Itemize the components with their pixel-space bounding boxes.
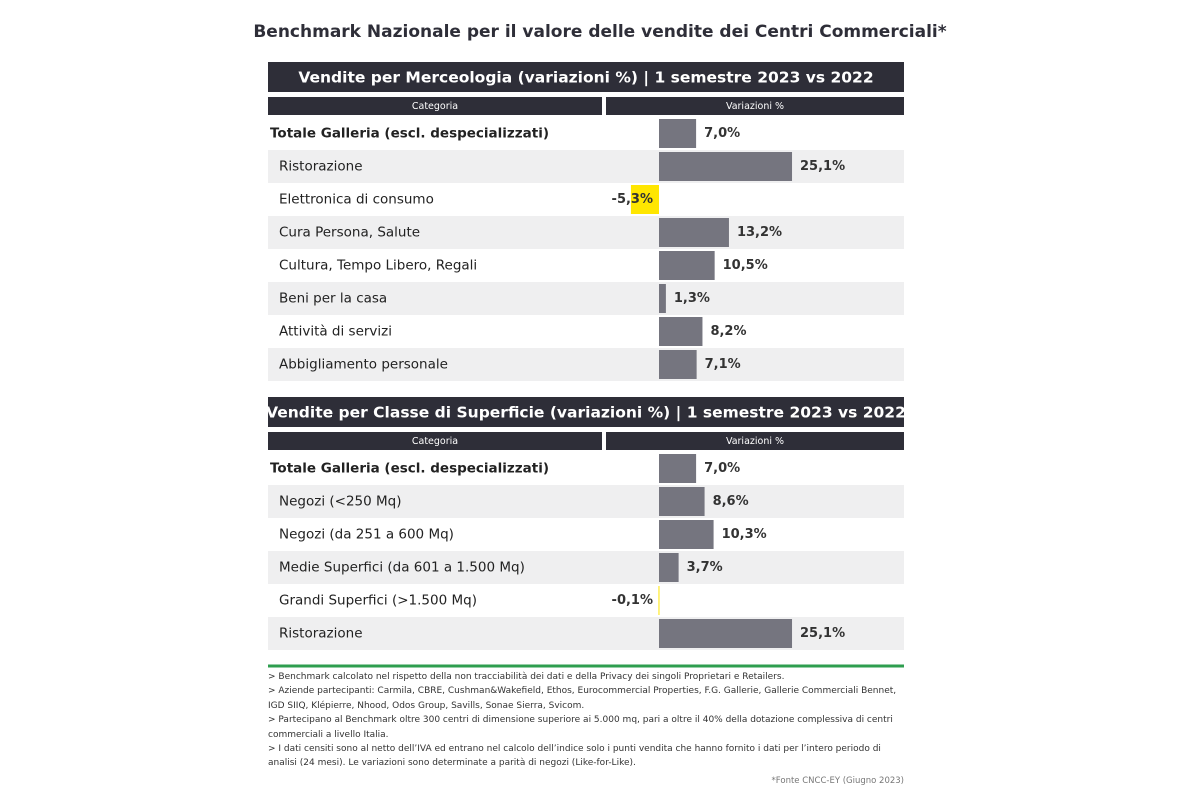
category-label: Totale Galleria (escl. despecializzati) (270, 461, 549, 477)
column-header (606, 432, 904, 450)
bar (630, 185, 659, 214)
note: > Benchmark calcolato nel rispetto della… (268, 672, 785, 682)
category-label: Totale Galleria (escl. despecializzati) (270, 126, 549, 142)
bar (659, 487, 705, 516)
row-background (268, 348, 904, 381)
bar (659, 553, 679, 582)
column-header (606, 97, 904, 115)
bar (659, 317, 703, 346)
bar (659, 152, 793, 181)
category-label: Abbigliamento personale (279, 357, 448, 373)
value-label: 10,3% (722, 527, 767, 542)
note: > Aziende partecipanti: Carmila, CBRE, C… (268, 686, 897, 711)
value-label: 1,3% (674, 291, 710, 306)
value-label: 25,1% (800, 159, 845, 174)
value-label: 7,0% (704, 126, 740, 141)
category-label: Negozi (da 251 a 600 Mq) (279, 527, 454, 543)
bar (659, 218, 729, 247)
category-label: Ristorazione (279, 159, 363, 175)
category-label: Cura Persona, Salute (279, 225, 420, 241)
value-label: 13,2% (737, 225, 782, 240)
bar (659, 520, 714, 549)
section-title: Vendite per Classe di Superficie (variaz… (266, 404, 906, 423)
category-label: Elettronica di consumo (279, 192, 434, 208)
value-label: -5,3% (612, 192, 653, 207)
note: > Partecipano al Benchmark oltre 300 cen… (268, 715, 893, 740)
bar (658, 586, 660, 615)
category-label: Negozi (<250 Mq) (279, 494, 401, 510)
category-label: Medie Superfici (da 601 a 1.500 Mq) (279, 560, 525, 576)
category-label: Attività di servizi (279, 324, 392, 340)
section-title: Vendite per Merceologia (variazioni %) |… (298, 69, 873, 88)
row-background (268, 282, 904, 315)
bar (659, 350, 697, 379)
value-label: 8,2% (710, 324, 746, 339)
category-label: Grandi Superfici (>1.500 Mq) (279, 593, 477, 609)
column-header (268, 97, 602, 115)
row-background (268, 617, 904, 650)
column-header-label: Categoria (412, 101, 458, 112)
category-label: Ristorazione (279, 626, 363, 642)
row-background (268, 485, 904, 518)
value-label: 7,1% (705, 357, 741, 372)
column-header-label: Variazioni % (726, 101, 784, 112)
note: > I dati censiti sono al netto dell’IVA … (268, 744, 881, 769)
value-label: 8,6% (713, 494, 749, 509)
value-label: 7,0% (704, 461, 740, 476)
bar (659, 284, 666, 313)
bar (659, 454, 697, 483)
value-label: -0,1% (612, 593, 653, 608)
row-background (268, 150, 904, 183)
bar (659, 619, 793, 648)
row-background (268, 216, 904, 249)
page-title: Benchmark Nazionale per il valore delle … (253, 22, 946, 42)
source: *Fonte CNCC-EY (Giugno 2023) (771, 776, 904, 786)
section-header (268, 397, 904, 427)
row-background (268, 551, 904, 584)
column-header-label: Categoria (412, 436, 458, 447)
category-label: Cultura, Tempo Libero, Regali (279, 258, 477, 274)
column-header (268, 432, 602, 450)
value-label: 25,1% (800, 626, 845, 641)
section-header (268, 62, 904, 92)
bar (659, 119, 697, 148)
bar (659, 251, 715, 280)
notes: > Benchmark calcolato nel rispetto della… (268, 670, 908, 771)
value-label: 10,5% (723, 258, 768, 273)
category-label: Beni per la casa (279, 291, 387, 307)
value-label: 3,7% (687, 560, 723, 575)
column-header-label: Variazioni % (726, 436, 784, 447)
